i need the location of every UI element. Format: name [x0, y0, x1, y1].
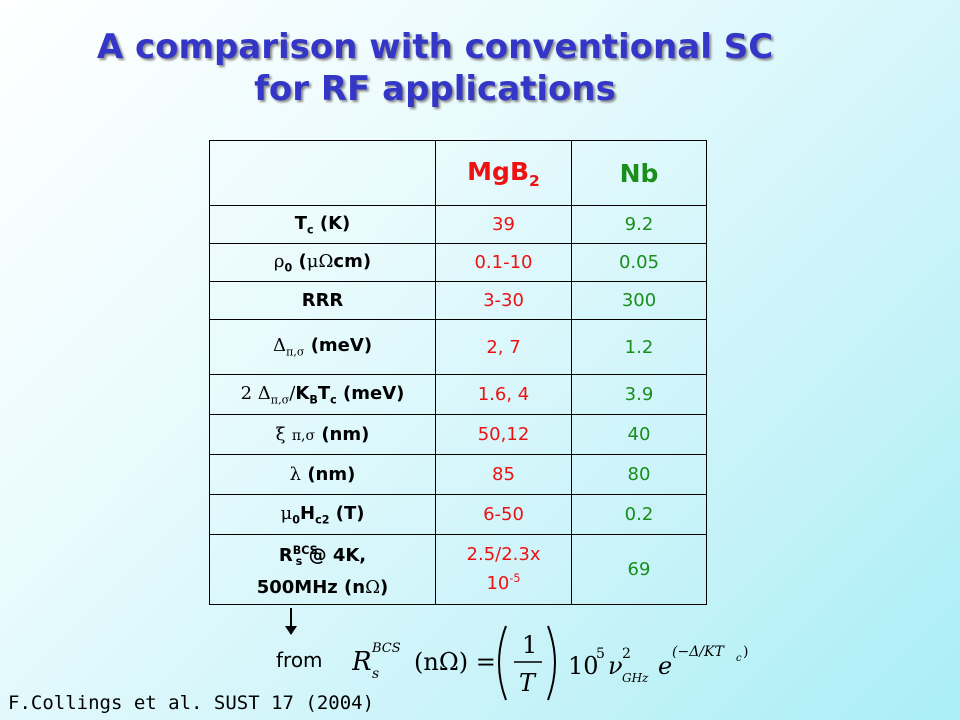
row-label-hc2: μ0Hc2 (T) — [209, 494, 436, 535]
nb-value: 300 — [571, 281, 707, 320]
mgb2-value: 39 — [435, 205, 572, 244]
header-nb: Nb — [571, 140, 707, 206]
table-row: RRR 3-30 300 — [209, 281, 707, 320]
mgb2-value: 2, 7 — [435, 319, 572, 375]
formula-R-sub: s — [372, 666, 379, 682]
rbcs-formula: R BCS s (nΩ) = 1 T 10 5 ν 2 GHz e (−Δ/KT… — [352, 625, 748, 701]
row-label-rrr: RRR — [209, 281, 436, 320]
table-row: 2 Δπ,σ/KBTc (meV) 1.6, 4 3.9 — [209, 374, 707, 415]
nb-value: 1.2 — [571, 319, 707, 375]
formula-e: e — [658, 652, 672, 680]
nb-value: 40 — [571, 414, 707, 455]
header-mgb2-subscript: 2 — [529, 171, 540, 190]
pointer-arrow-shaft — [290, 608, 292, 628]
table-row: μ0Hc2 (T) 6-50 0.2 — [209, 494, 707, 535]
left-paren — [498, 625, 507, 701]
arrow-down-icon — [285, 626, 297, 635]
table-row: RBCSs @ 4K, 500MHz (nΩ) 2.5/2.3x 10-5 69 — [209, 534, 707, 605]
row-label-tc: Tc (K) — [209, 205, 436, 244]
mgb2-value: 0.1-10 — [435, 243, 572, 282]
table-row: ξ π,σ (nm) 50,12 40 — [209, 414, 707, 455]
mgb2-value: 6-50 — [435, 494, 572, 535]
nb-value: 0.05 — [571, 243, 707, 282]
table-row: Tc (K) 39 9.2 — [209, 205, 707, 244]
header-mgb2: MgB2 — [435, 140, 572, 206]
fraction-numerator: 1 — [522, 631, 537, 659]
fraction-denominator: T — [519, 669, 537, 697]
right-paren — [547, 625, 556, 701]
from-label: from — [276, 648, 323, 672]
nb-value: 3.9 — [571, 374, 707, 415]
mgb2-value: 50,12 — [435, 414, 572, 455]
formula-R-sup: BCS — [371, 641, 401, 656]
nb-value: 9.2 — [571, 205, 707, 244]
formula-ten: 10 — [568, 652, 599, 680]
nb-value: 80 — [571, 454, 707, 495]
row-label-gap: Δπ,σ (meV) — [209, 319, 436, 375]
row-label-coherence: ξ π,σ (nm) — [209, 414, 436, 455]
title-line-1: A comparison with conventional SC — [96, 27, 774, 67]
formula-nu: ν — [608, 652, 623, 680]
row-label-rbcs: RBCSs @ 4K, 500MHz (nΩ) — [209, 534, 436, 605]
mgb2-value: 85 — [435, 454, 572, 495]
formula-ten-exp: 5 — [596, 646, 605, 662]
nb-value: 0.2 — [571, 494, 707, 535]
header-mgb2-base: MgB — [467, 156, 530, 186]
comparison-table: MgB2 Nb Tc (K) 39 9.2 ρ0 (μΩcm) 0.1-10 0… — [209, 140, 707, 605]
page-title: A comparison with conventional SC for RF… — [0, 26, 870, 110]
formula-e-exp-close: ) — [743, 644, 748, 660]
table-row: Δπ,σ (meV) 2, 7 1.2 — [209, 319, 707, 375]
row-label-penetration: λ (nm) — [209, 454, 436, 495]
mgb2-value: 3-30 — [435, 281, 572, 320]
formula-R: R — [352, 647, 372, 677]
row-label-gap-ratio: 2 Δπ,σ/KBTc (meV) — [209, 374, 436, 415]
title-line-2: for RF applications — [254, 69, 616, 109]
formula-unit: (nΩ) = — [414, 648, 496, 676]
table-row: λ (nm) 85 80 — [209, 454, 707, 495]
table-header-row: MgB2 Nb — [209, 140, 707, 206]
mgb2-value: 1.6, 4 — [435, 374, 572, 415]
formula-e-exp-sub: c — [736, 653, 742, 664]
formula-nu-sub: GHz — [622, 671, 649, 685]
nb-value: 69 — [571, 534, 707, 605]
row-label-rho0: ρ0 (μΩcm) — [209, 243, 436, 282]
mgb2-value-rbcs: 2.5/2.3x 10-5 — [435, 534, 572, 605]
formula-e-exp: (−Δ/KT — [672, 644, 725, 660]
formula-nu-sup: 2 — [622, 646, 631, 662]
citation: F.Collings et al. SUST 17 (2004) — [8, 692, 375, 714]
header-empty-cell — [209, 140, 436, 206]
table-row: ρ0 (μΩcm) 0.1-10 0.05 — [209, 243, 707, 282]
